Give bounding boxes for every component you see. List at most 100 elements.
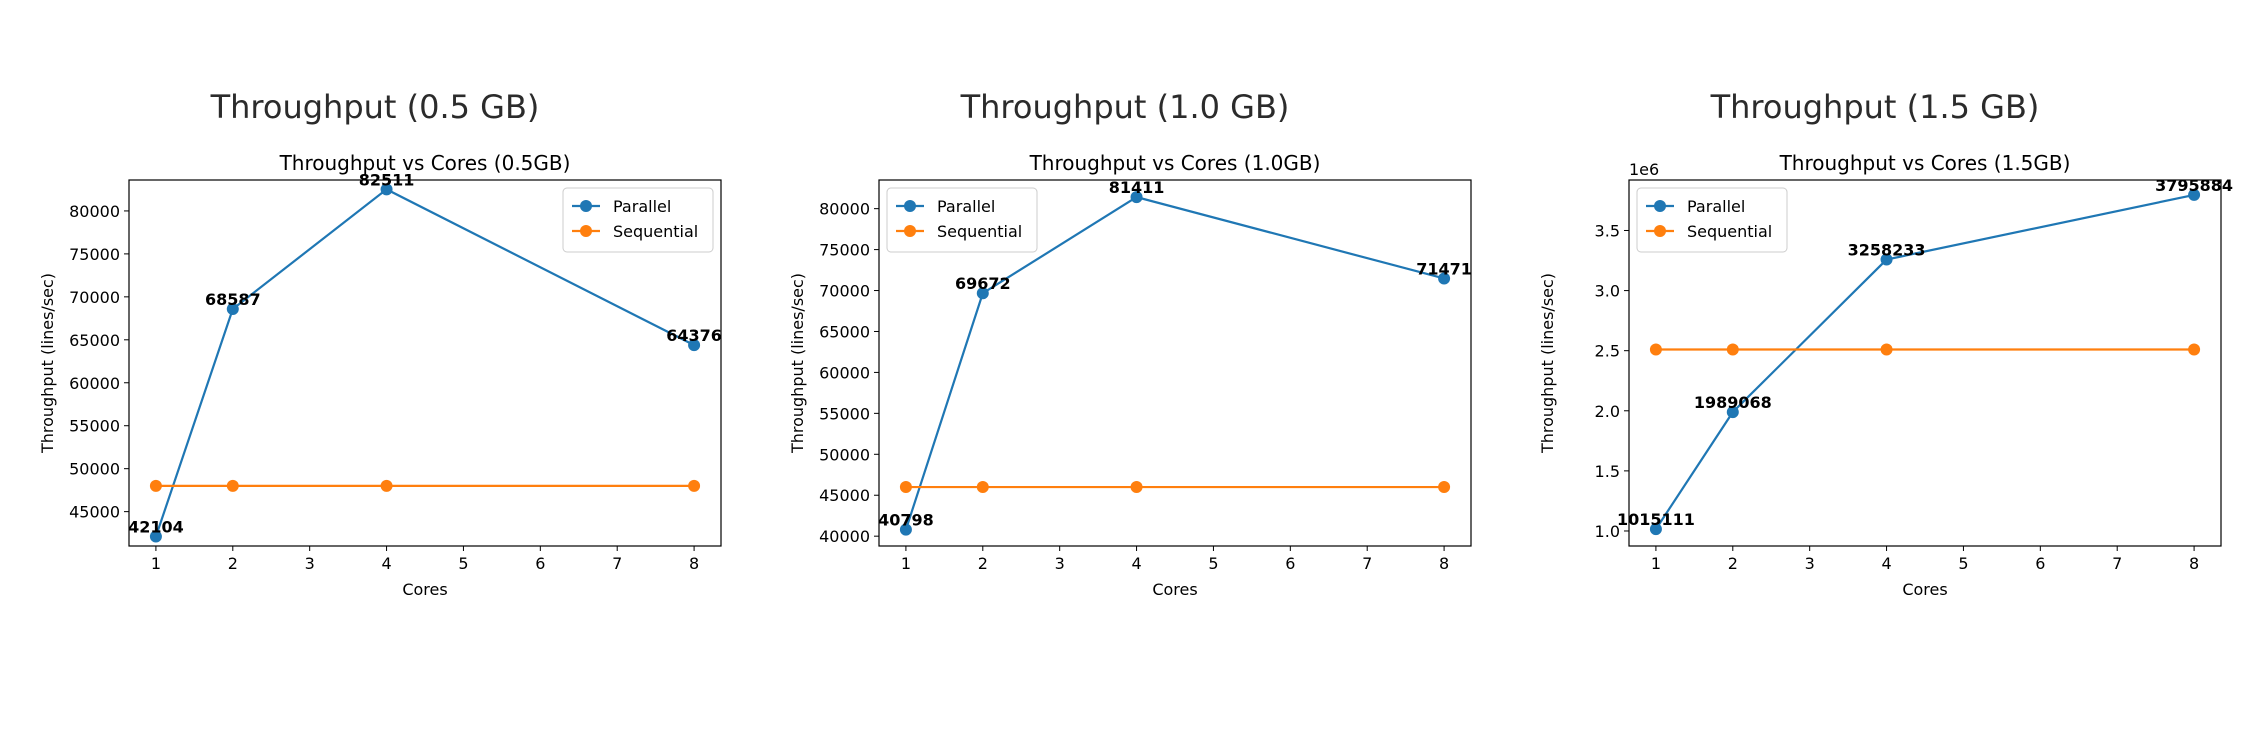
axes-frame <box>1628 179 2222 547</box>
y-tick-label: 2.0 <box>1595 402 1620 421</box>
y-axis-label: Throughput (lines/sec) <box>1538 273 1557 454</box>
data-point-parallel <box>899 523 912 536</box>
x-tick-label: 7 <box>2112 554 2122 573</box>
y-tick-label: 70000 <box>69 288 120 307</box>
y-tick-label: 75000 <box>819 241 870 260</box>
series-line-parallel <box>1654 193 2195 530</box>
data-label: 3795884 <box>2155 176 2233 195</box>
y-tick-label: 45000 <box>69 503 120 522</box>
panel-1-5gb: Throughput (1.5 GB) Throughput vs Cores … <box>1500 0 2250 750</box>
data-point-sequential <box>1130 481 1143 494</box>
x-tick-label: 5 <box>1208 554 1218 573</box>
x-tick-label: 8 <box>1439 554 1449 573</box>
x-tick-label: 2 <box>228 554 238 573</box>
data-label: 1989068 <box>1694 393 1772 412</box>
data-point-sequential <box>149 479 162 492</box>
x-tick-label: 2 <box>1728 554 1738 573</box>
data-point-sequential <box>226 479 239 492</box>
data-point-sequential <box>1649 343 1662 356</box>
y-tick-label: 45000 <box>819 486 870 505</box>
data-label: 64376 <box>666 326 722 345</box>
legend-label-parallel: Parallel <box>1687 197 1745 216</box>
chart-title: Throughput vs Cores (1.5GB) <box>1779 151 2071 175</box>
data-label: 3258233 <box>1848 241 1926 260</box>
x-tick-label: 1 <box>1651 554 1661 573</box>
y-tick-label: 60000 <box>69 374 120 393</box>
data-label: 42104 <box>128 518 184 537</box>
x-tick-label: 6 <box>535 554 545 573</box>
x-tick-label: 4 <box>1881 554 1891 573</box>
data-point-sequential <box>688 479 701 492</box>
y-tick-label: 70000 <box>819 282 870 301</box>
data-point-sequential <box>1438 481 1451 494</box>
x-axis-label: Cores <box>1152 580 1197 599</box>
data-label: 81411 <box>1109 178 1165 197</box>
y-tick-label: 40000 <box>819 527 870 546</box>
legend-swatch-marker <box>904 225 916 237</box>
y-tick-label: 1.5 <box>1595 462 1620 481</box>
panel-0-5gb: Throughput (0.5 GB) Throughput vs Cores … <box>0 0 750 750</box>
x-tick-label: 4 <box>1131 554 1141 573</box>
chart-1-5gb: Throughput vs Cores (1.5GB) 1 2 3 4 5 6 7 8 1.0 1.… <box>1538 151 2233 599</box>
legend: Parallel Sequential <box>1636 187 1788 253</box>
x-tick-label: 7 <box>1362 554 1372 573</box>
chart-title: Throughput vs Cores (1.0GB) <box>1029 151 1321 175</box>
data-point-parallel <box>1130 191 1143 204</box>
y-tick-label: 55000 <box>69 417 120 436</box>
data-point-parallel <box>1880 253 1893 266</box>
y-axis-label: Throughput (lines/sec) <box>788 273 807 454</box>
legend-box <box>1636 187 1788 253</box>
chart-1-0gb: Throughput vs Cores (1.0GB) 1 2 3 4 5 6 7 8 40000… <box>788 151 1472 599</box>
legend-swatch-marker <box>1654 200 1666 212</box>
y-tick-label: 3.0 <box>1595 282 1620 301</box>
legend-label-sequential: Sequential <box>613 222 698 241</box>
y-tick-label: 65000 <box>819 322 870 341</box>
x-tick-label: 7 <box>612 554 622 573</box>
legend-label-parallel: Parallel <box>613 197 671 216</box>
y-tick-label: 75000 <box>69 245 120 264</box>
data-point-sequential <box>380 479 393 492</box>
axes-frame <box>128 179 722 547</box>
y-tick-label: 50000 <box>69 460 120 479</box>
legend-swatch-marker <box>580 225 592 237</box>
panel-title: Throughput (0.5 GB) <box>210 88 540 126</box>
series-line-parallel <box>904 195 1445 530</box>
y-tick-label: 55000 <box>819 404 870 423</box>
x-tick-label: 5 <box>458 554 468 573</box>
legend: Parallel Sequential <box>562 187 714 253</box>
legend-swatch-marker <box>1654 225 1666 237</box>
data-label: 69672 <box>955 274 1011 293</box>
legend-box <box>886 187 1038 253</box>
y-tick-label: 3.5 <box>1595 221 1620 240</box>
data-point-sequential <box>2188 343 2201 356</box>
x-tick-label: 3 <box>1805 554 1815 573</box>
legend: Parallel Sequential <box>886 187 1038 253</box>
data-point-parallel <box>976 287 989 300</box>
y-tick-label: 1.0 <box>1595 522 1620 541</box>
data-label: 68587 <box>205 290 261 309</box>
x-axis-label: Cores <box>402 580 447 599</box>
data-point-parallel <box>2188 188 2201 201</box>
y-tick-label: 60000 <box>819 363 870 382</box>
x-tick-label: 4 <box>381 554 391 573</box>
y-offset-label: 1e6 <box>1629 160 1659 179</box>
y-tick-label: 80000 <box>819 200 870 219</box>
chart-0-5gb: Throughput vs Cores (0.5GB) 1 2 3 4 5 6 7 8 45000… <box>38 151 722 599</box>
axes-frame <box>878 179 1472 547</box>
y-axis-label: Throughput (lines/sec) <box>38 273 57 454</box>
panel-1-0gb: Throughput (1.0 GB) Throughput vs Cores … <box>750 0 1500 750</box>
data-point-parallel <box>226 302 239 315</box>
y-tick-label: 80000 <box>69 202 120 221</box>
x-tick-label: 2 <box>978 554 988 573</box>
legend-label-sequential: Sequential <box>1687 222 1772 241</box>
x-tick-label: 8 <box>689 554 699 573</box>
legend-box <box>562 187 714 253</box>
data-label: 71471 <box>1416 259 1472 278</box>
data-label: 1015111 <box>1617 510 1695 529</box>
x-tick-label: 6 <box>2035 554 2045 573</box>
legend-swatch-marker <box>904 200 916 212</box>
data-point-parallel <box>380 183 393 196</box>
data-point-sequential <box>1726 343 1739 356</box>
x-tick-label: 6 <box>1285 554 1295 573</box>
data-label: 40798 <box>878 511 934 530</box>
